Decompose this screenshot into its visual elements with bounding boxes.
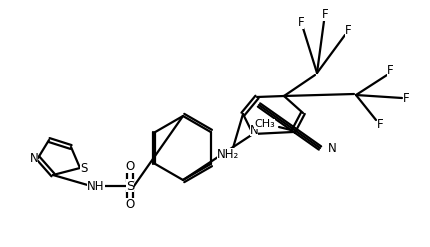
Text: NH: NH — [87, 180, 104, 192]
Text: S: S — [126, 180, 134, 192]
Text: F: F — [297, 16, 304, 28]
Text: N: N — [30, 151, 38, 165]
Text: O: O — [125, 199, 134, 211]
Text: F: F — [386, 63, 393, 77]
Text: O: O — [125, 161, 134, 173]
Text: F: F — [376, 119, 382, 131]
Text: F: F — [321, 7, 328, 21]
Text: F: F — [402, 91, 408, 104]
Text: N: N — [249, 124, 258, 137]
Text: NH₂: NH₂ — [216, 148, 239, 162]
Text: CH₃: CH₃ — [254, 119, 274, 129]
Text: S: S — [80, 162, 87, 174]
Text: N: N — [327, 142, 335, 155]
Text: F: F — [344, 23, 350, 37]
